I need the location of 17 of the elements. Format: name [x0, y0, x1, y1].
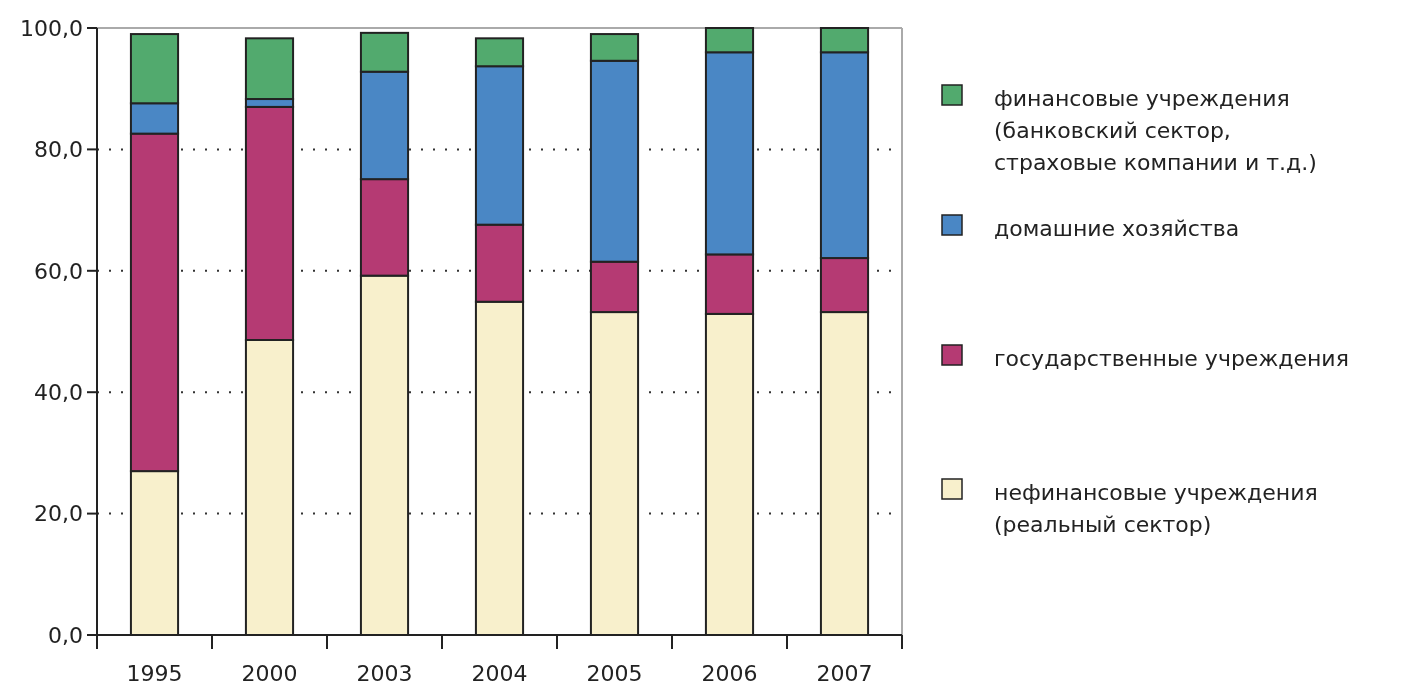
- legend-label: домашние хозяйства: [994, 215, 1240, 241]
- x-tick-label: 2007: [816, 661, 873, 686]
- x-tick-label: 2004: [471, 661, 528, 686]
- y-tick-label: 100,0: [20, 15, 83, 41]
- legend-label: нефинансовые учреждения (реальный сектор): [994, 479, 1318, 537]
- x-tick-label: 1995: [126, 661, 183, 686]
- x-tick-label: 2005: [586, 661, 643, 686]
- legend-label: государственные учреждения: [994, 345, 1349, 371]
- y-tick-label: 80,0: [34, 137, 83, 163]
- x-tick-label: 2006: [701, 661, 758, 686]
- x-tick-label: 2003: [356, 661, 413, 686]
- y-tick-label: 60,0: [34, 258, 83, 284]
- y-tick-label: 0,0: [48, 622, 83, 648]
- y-tick-label: 20,0: [34, 501, 83, 527]
- legend-label: финансовые учреждения (банковский сектор, страховые компании и т.д.): [994, 85, 1317, 175]
- x-tick-label: 2000: [241, 661, 298, 686]
- y-tick-label: 40,0: [34, 379, 83, 405]
